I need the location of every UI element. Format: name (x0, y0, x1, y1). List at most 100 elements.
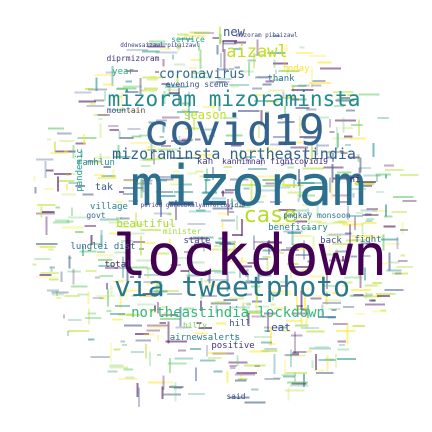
filler-word-mark (63, 314, 65, 319)
filler-word-mark (115, 225, 127, 228)
filler-word-mark (352, 325, 365, 328)
filler-word-mark (245, 279, 253, 282)
filler-word-mark (306, 108, 317, 111)
filler-word-mark (152, 155, 161, 158)
filler-word-mark (359, 270, 362, 288)
filler-word-mark (209, 81, 230, 84)
filler-word-mark (338, 220, 345, 223)
filler-word-mark (372, 310, 387, 313)
filler-word-mark (383, 225, 396, 228)
filler-word-mark (145, 344, 148, 359)
filler-word-mark (334, 104, 344, 107)
filler-word-mark (40, 206, 43, 218)
filler-word-mark (107, 125, 119, 127)
filler-word-mark (167, 93, 179, 96)
filler-word-mark (342, 223, 364, 226)
filler-word-mark (400, 254, 406, 257)
filler-word-mark (254, 76, 272, 79)
filler-word-mark (162, 314, 171, 316)
filler-word-mark (251, 200, 264, 203)
filler-word-mark (337, 132, 340, 148)
filler-word-mark (321, 304, 324, 317)
filler-word-mark (181, 139, 193, 142)
filler-word-mark (211, 302, 231, 305)
filler-word-mark (85, 270, 97, 273)
filler-word-mark (225, 311, 233, 314)
filler-word-mark (241, 256, 243, 264)
filler-word-mark (161, 82, 170, 85)
filler-word-mark (103, 83, 114, 86)
filler-word-mark (397, 260, 408, 263)
word-cloud-words: mizoram lockdown covid19 via tweetphoto … (70, 25, 387, 401)
filler-word-mark (219, 52, 222, 68)
filler-word-mark (258, 124, 260, 138)
filler-word-mark (147, 267, 149, 279)
filler-word-mark (93, 156, 111, 159)
filler-word-mark (229, 365, 237, 368)
filler-word-mark (143, 241, 155, 244)
filler-word-mark (40, 271, 59, 274)
filler-word-mark (51, 291, 69, 294)
filler-word-mark (297, 182, 315, 184)
filler-word-mark (362, 222, 377, 224)
filler-word-mark (68, 329, 89, 332)
filler-word-mark (366, 207, 378, 210)
filler-word-mark (360, 167, 372, 169)
filler-word-mark (68, 216, 88, 219)
filler-word-mark (345, 109, 356, 112)
filler-word-mark (291, 312, 308, 315)
filler-word-mark (204, 179, 207, 193)
filler-word-mark (356, 312, 365, 315)
filler-word-mark (162, 290, 179, 293)
filler-word-mark (286, 319, 303, 322)
filler-word-mark (248, 61, 251, 76)
filler-word-mark (300, 290, 303, 310)
filler-word-mark (260, 341, 273, 344)
filler-word-mark (230, 367, 236, 369)
filler-word-mark (292, 209, 308, 212)
filler-word-mark (141, 50, 160, 53)
filler-word-mark (361, 222, 364, 235)
filler-word-mark (315, 354, 318, 370)
filler-word-mark (228, 396, 250, 399)
filler-word-mark (359, 157, 362, 173)
filler-word-mark (165, 83, 181, 86)
filler-word-mark (293, 98, 307, 101)
filler-word-mark (274, 307, 287, 310)
word-via-tweetphoto: via tweetphoto (114, 270, 350, 303)
filler-word-mark (142, 180, 145, 193)
filler-word-mark (286, 354, 306, 357)
filler-word-mark (204, 280, 209, 282)
filler-word-mark (282, 176, 285, 187)
filler-word-mark (297, 217, 308, 220)
filler-word-mark (109, 129, 120, 132)
filler-word-mark (382, 234, 385, 251)
filler-word-mark (188, 67, 197, 70)
filler-word-mark (305, 220, 322, 223)
filler-word-mark (36, 275, 58, 278)
filler-word-mark (143, 281, 162, 283)
filler-word-mark (264, 255, 272, 258)
filler-word-mark (372, 210, 388, 213)
filler-word-mark (108, 221, 125, 224)
filler-word-mark (365, 284, 378, 287)
filler-word-mark (287, 232, 301, 234)
filler-word-mark (48, 248, 54, 251)
filler-word-mark (206, 202, 212, 205)
filler-word-mark (215, 305, 218, 313)
filler-word-mark (277, 326, 287, 329)
filler-word-mark (162, 116, 180, 119)
filler-word-mark (303, 292, 306, 313)
filler-word-mark (194, 138, 201, 141)
filler-word-mark (86, 104, 105, 107)
filler-word-mark (240, 150, 243, 162)
filler-word-mark (150, 136, 153, 150)
filler-word-mark (385, 168, 404, 171)
filler-word-mark (148, 121, 157, 124)
filler-word-mark (161, 386, 164, 400)
filler-word-mark (172, 170, 181, 173)
filler-word-mark (192, 76, 213, 79)
filler-word-mark (298, 84, 310, 87)
filler-word-mark (218, 78, 232, 81)
filler-word-mark (175, 200, 178, 220)
